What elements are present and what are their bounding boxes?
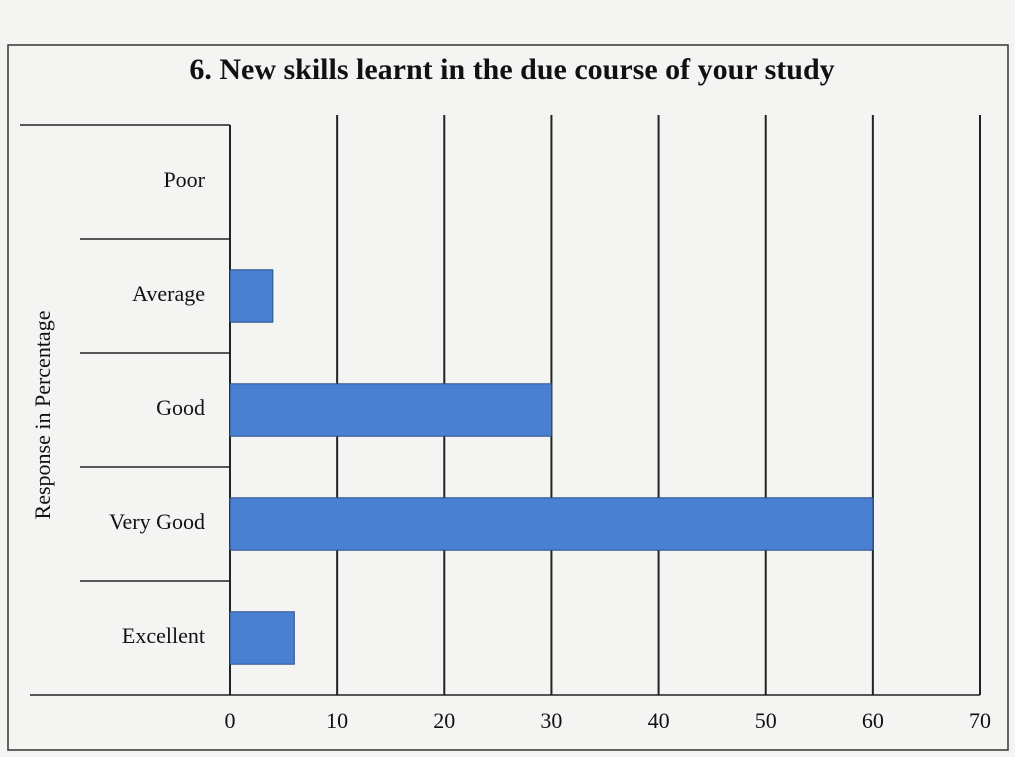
- y-tick-label: Very Good: [109, 509, 205, 534]
- y-tick-label: Good: [156, 395, 205, 420]
- x-tick-label: 50: [755, 708, 777, 733]
- x-tick-label: 30: [540, 708, 562, 733]
- bar: [229, 383, 552, 437]
- x-tick-label: 40: [648, 708, 670, 733]
- bar: [229, 269, 274, 323]
- bar: [229, 611, 295, 665]
- x-tick-label: 60: [862, 708, 884, 733]
- y-tick-label: Poor: [163, 167, 205, 192]
- y-tick-label: Average: [132, 281, 205, 306]
- y-tick-label: Excellent: [122, 623, 205, 648]
- x-tick-label: 0: [225, 708, 236, 733]
- chart-title: 6. New skills learnt in the due course o…: [189, 53, 834, 86]
- x-tick-label: 10: [326, 708, 348, 733]
- y-axis-label: Response in Percentage: [30, 311, 55, 520]
- x-tick-label: 70: [969, 708, 991, 733]
- chart-frame: [7, 44, 1009, 751]
- x-tick-label: 20: [433, 708, 455, 733]
- bar: [229, 497, 874, 551]
